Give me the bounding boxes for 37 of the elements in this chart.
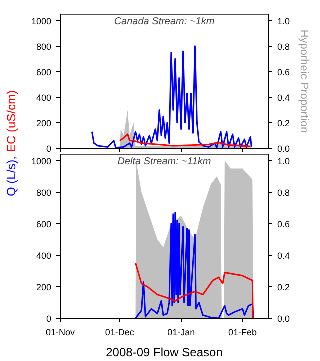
chart-title: Delta Stream: ~11km [118,156,212,168]
y-tick-label: 200 [36,282,52,292]
y-tick-label: 800 [36,42,52,52]
y-tick-label: 400 [36,92,52,103]
y-tick-label: 0 [46,314,52,324]
line-series [119,134,252,148]
y2-tick-label: 1.0 [278,156,290,166]
y2-tick-label: 0.4 [278,250,290,261]
y2-tick-label: 1.0 [278,16,290,26]
y2-tick-label: 0.4 [278,92,290,103]
chart-title: Canada Stream: ~1km [114,16,215,28]
y-tick-label: 600 [36,67,52,78]
y2-tick-label: 0.8 [278,42,290,52]
y-axis-title: Q (L/s), EC (uS/cm) [4,90,18,196]
y2-tick-label: 0.6 [278,67,290,78]
y-tick-label: 1000 [31,16,52,26]
x-tick-label: 01-Nov [46,328,76,338]
y2-axis-title: Hyporheic Proportion [298,30,310,134]
x-tick-label: 01-Jan [168,328,196,338]
x-tick-label: 01-Dec [105,328,135,338]
y-tick-label: 600 [36,219,52,230]
y2-tick-label: 0.2 [278,118,290,128]
y-tick-label: 800 [36,188,52,198]
y-tick-label: 0 [46,144,52,154]
y-tick-label: 1000 [31,156,52,166]
y2-tick-label: 0.2 [278,282,290,292]
y2-tick-label: 0.8 [278,188,290,198]
x-tick-label: 01-Feb [228,328,258,338]
y2-tick-label: 0.6 [278,219,290,230]
y2-tick-label: 0.0 [278,314,290,324]
y2-tick-label: 0.0 [278,144,290,154]
line-series [135,262,254,318]
y-tick-label: 200 [36,118,52,128]
line-series [91,46,252,148]
x-axis-title: 2008-09 Flow Season [106,346,223,360]
y-tick-label: 400 [36,250,52,261]
line-series [135,212,254,318]
